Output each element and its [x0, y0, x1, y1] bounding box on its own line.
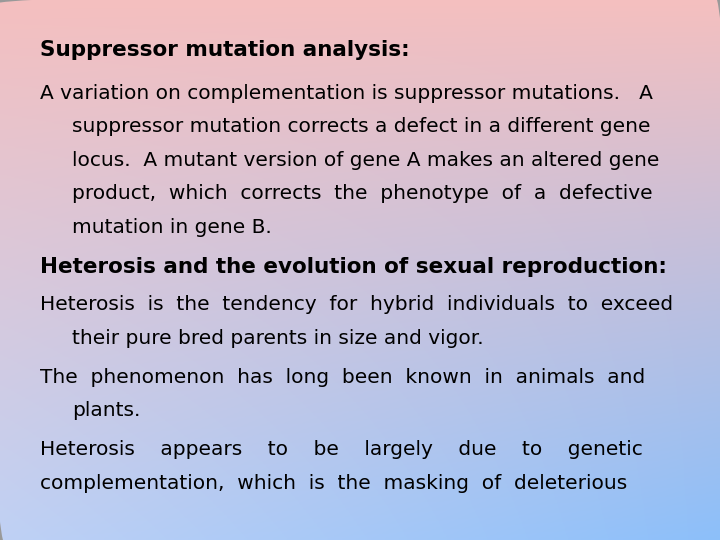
Text: Heterosis    appears    to    be    largely    due    to    genetic: Heterosis appears to be largely due to g…	[40, 440, 642, 459]
Text: locus.  A mutant version of gene A makes an altered gene: locus. A mutant version of gene A makes …	[72, 151, 660, 170]
Text: complementation,  which  is  the  masking  of  deleterious: complementation, which is the masking of…	[40, 474, 627, 492]
Text: suppressor mutation corrects a defect in a different gene: suppressor mutation corrects a defect in…	[72, 117, 650, 136]
Text: product,  which  corrects  the  phenotype  of  a  defective: product, which corrects the phenotype of…	[72, 184, 652, 203]
Text: A variation on complementation is suppressor mutations.   A: A variation on complementation is suppre…	[40, 84, 652, 103]
Text: Heterosis and the evolution of sexual reproduction:: Heterosis and the evolution of sexual re…	[40, 256, 667, 276]
Text: their pure bred parents in size and vigor.: their pure bred parents in size and vigo…	[72, 329, 484, 348]
Text: mutation in gene B.: mutation in gene B.	[72, 218, 271, 237]
Text: Heterosis  is  the  tendency  for  hybrid  individuals  to  exceed: Heterosis is the tendency for hybrid ind…	[40, 295, 672, 314]
Text: The  phenomenon  has  long  been  known  in  animals  and: The phenomenon has long been known in an…	[40, 368, 645, 387]
Text: plants.: plants.	[72, 401, 140, 420]
Text: Suppressor mutation analysis:: Suppressor mutation analysis:	[40, 40, 409, 60]
